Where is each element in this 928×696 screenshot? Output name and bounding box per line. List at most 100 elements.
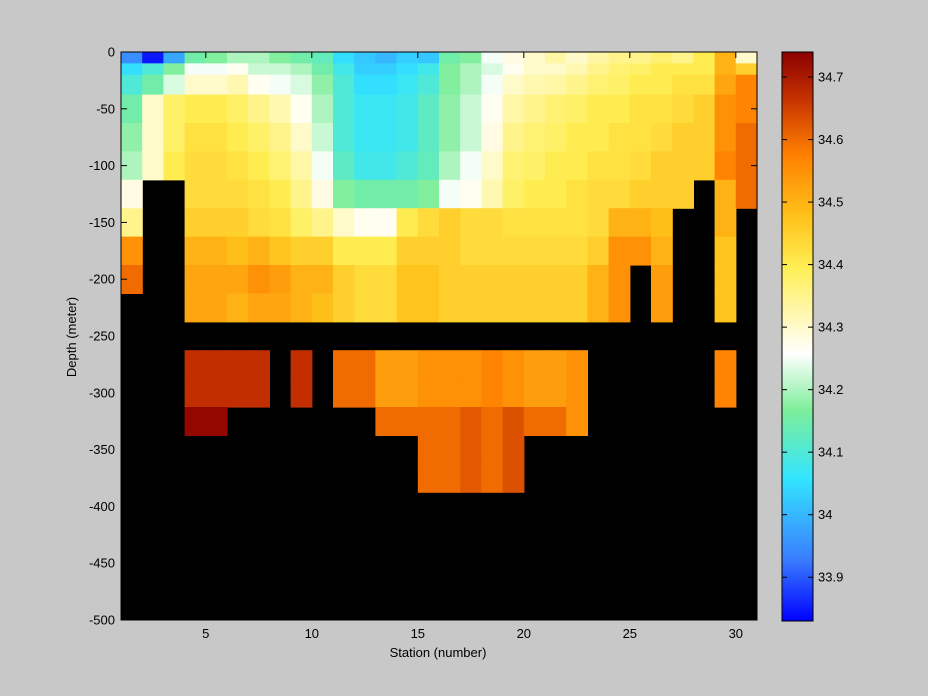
heatmap-cell xyxy=(333,94,355,124)
heatmap-cell xyxy=(439,179,461,209)
heatmap-cell xyxy=(460,52,482,64)
heatmap-cell xyxy=(333,265,355,294)
heatmap-cell xyxy=(587,123,610,152)
heatmap-cell xyxy=(375,293,398,323)
heatmap-cell xyxy=(481,123,504,152)
colorbar-tick-label: 34.5 xyxy=(818,195,843,210)
heatmap-cell xyxy=(714,236,737,266)
heatmap-cell xyxy=(333,63,355,76)
heatmap-cell xyxy=(587,208,610,238)
heatmap-cell xyxy=(460,94,482,124)
heatmap-cell xyxy=(629,208,652,238)
heatmap-cell xyxy=(184,236,207,266)
heatmap-cell xyxy=(417,74,440,96)
heatmap-cell xyxy=(163,74,186,96)
x-tick-label: 20 xyxy=(517,626,531,641)
heatmap-cell xyxy=(481,236,504,266)
heatmap-cell xyxy=(439,435,461,465)
heatmap-cell xyxy=(142,123,164,152)
heatmap-cell xyxy=(227,350,249,380)
heatmap-cell xyxy=(121,265,143,294)
heatmap-cell xyxy=(566,94,588,124)
heatmap-cell xyxy=(693,123,716,152)
heatmap-cell xyxy=(714,293,737,323)
heatmap-cell xyxy=(396,63,419,76)
heatmap-cell xyxy=(439,123,461,152)
heatmap-cell xyxy=(375,94,398,124)
heatmap-cell xyxy=(523,208,546,238)
heatmap-cell xyxy=(587,52,610,64)
heatmap-cell xyxy=(269,236,292,266)
salinity-section-plot: 5 10 15 20 25 30 0 -50 -100 -150 -200 -250 -300 -350… xyxy=(64,45,758,660)
heatmap-cell xyxy=(311,74,334,96)
heatmap-cell xyxy=(566,293,588,323)
heatmap-cell xyxy=(439,350,461,380)
heatmap-cell xyxy=(523,52,546,64)
heatmap-cell xyxy=(375,407,398,436)
x-tick-label: 10 xyxy=(305,626,319,641)
heatmap-cell xyxy=(460,378,482,408)
heatmap-cell xyxy=(417,463,440,493)
heatmap-cell xyxy=(248,378,270,408)
heatmap-cell xyxy=(227,94,249,124)
heatmap-cell xyxy=(248,63,270,76)
heatmap-cell xyxy=(735,123,758,152)
heatmap-cell xyxy=(608,52,631,64)
heatmap-cell xyxy=(608,123,631,152)
heatmap-cell xyxy=(311,94,334,124)
heatmap-cell xyxy=(545,179,567,209)
heatmap-cell xyxy=(121,151,143,181)
heatmap-cell xyxy=(354,123,376,152)
x-axis-label: Station (number) xyxy=(390,645,487,660)
heatmap-cell xyxy=(439,407,461,436)
heatmap-cell xyxy=(481,52,504,64)
heatmap-cell xyxy=(460,151,482,181)
heatmap-cell xyxy=(481,179,504,209)
heatmap-cell xyxy=(269,63,292,76)
heatmap-cell xyxy=(354,151,376,181)
y-tick-label: -200 xyxy=(89,272,115,287)
colorbar: 33.9 34 34.1 34.2 34.3 34.4 34.5 34.6 34.7 xyxy=(781,51,843,622)
heatmap-cell xyxy=(460,236,482,266)
heatmap-cell xyxy=(587,179,610,209)
heatmap-cell xyxy=(375,74,398,96)
heatmap-cell xyxy=(651,179,673,209)
heatmap-cell xyxy=(205,293,228,323)
heatmap-cell xyxy=(735,74,758,96)
heatmap-cell xyxy=(396,378,419,408)
heatmap-cell xyxy=(121,52,143,64)
heatmap-cell xyxy=(481,265,504,294)
heatmap-cell xyxy=(587,293,610,323)
heatmap-cell xyxy=(290,265,313,294)
heatmap-cell xyxy=(417,94,440,124)
heatmap-cell xyxy=(439,236,461,266)
heatmap-cell xyxy=(608,63,631,76)
heatmap-cell xyxy=(502,179,525,209)
y-tick-label: -350 xyxy=(89,442,115,457)
heatmap-cell xyxy=(502,293,525,323)
heatmap-cell xyxy=(121,208,143,238)
heatmap-cell xyxy=(205,179,228,209)
heatmap-cell xyxy=(502,407,525,436)
x-tick-label: 25 xyxy=(623,626,637,641)
heatmap-cell xyxy=(672,123,694,152)
heatmap-cell xyxy=(311,293,334,323)
heatmap-cell xyxy=(481,407,504,436)
heatmap-cell xyxy=(460,435,482,465)
heatmap-cell xyxy=(460,350,482,380)
heatmap-cell xyxy=(566,236,588,266)
heatmap-cell xyxy=(163,63,186,76)
x-axis-ticks: 5 10 15 20 25 30 xyxy=(202,52,743,641)
y-tick-label: -100 xyxy=(89,158,115,173)
heatmap-cell xyxy=(354,63,376,76)
heatmap-cell xyxy=(205,94,228,124)
heatmap-cell xyxy=(184,63,207,76)
heatmap-cell xyxy=(311,52,334,64)
heatmap-cell xyxy=(227,293,249,323)
heatmap-cell xyxy=(608,293,631,323)
heatmap-cell xyxy=(227,236,249,266)
heatmap-cell xyxy=(184,151,207,181)
heatmap-cell xyxy=(290,94,313,124)
heatmap-cell xyxy=(566,208,588,238)
heatmap-cell xyxy=(417,293,440,323)
